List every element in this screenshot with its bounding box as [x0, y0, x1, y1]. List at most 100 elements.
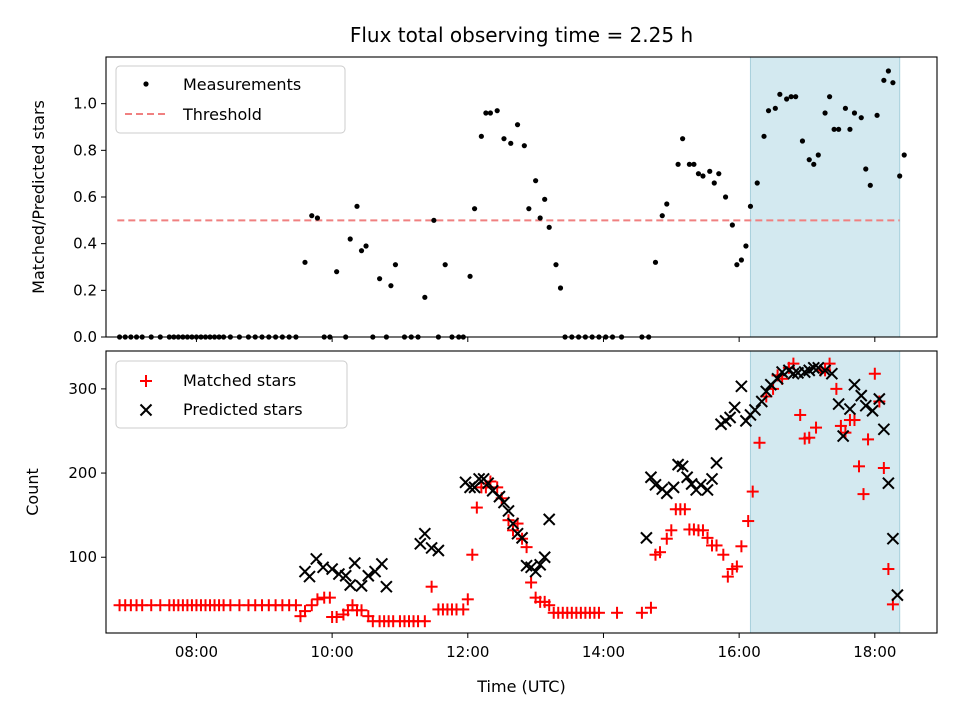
measurement-point — [793, 94, 799, 100]
x-tick-label: 14:00 — [582, 643, 625, 661]
predicted-star-point — [877, 423, 891, 436]
measurement-point — [695, 171, 702, 177]
predicted-star-point — [425, 541, 438, 555]
x-stroke — [807, 361, 820, 375]
x-stroke — [472, 472, 486, 486]
measurement-point — [494, 108, 500, 114]
measurement-point — [863, 166, 869, 172]
predicted-star-point — [497, 496, 511, 509]
measurement-point — [483, 110, 489, 116]
measurement-point — [675, 161, 681, 167]
measurement-point — [729, 222, 735, 228]
y-tick-label: 0.0 — [73, 328, 97, 346]
matched-star-point — [721, 570, 734, 583]
x-stroke — [812, 361, 825, 375]
y-tick-label: 200 — [68, 464, 97, 482]
measurement-point — [542, 196, 548, 202]
bottom-panel: 100 200 300 08:00 10:00 12:00 14:00 16:00 18:00… — [23, 350, 938, 696]
x-stroke — [497, 496, 511, 509]
measurement-point — [772, 105, 778, 111]
matched-star-point — [543, 599, 556, 612]
measurement-point — [309, 213, 315, 219]
matched-star-point — [678, 503, 691, 516]
measurement-point — [822, 110, 828, 116]
measurement-point — [788, 94, 794, 100]
top-panel: Flux total observing time = 2.25 h 0.00.… — [29, 23, 938, 346]
matched-star-point — [660, 532, 673, 545]
bottom-y-axis-label: Count — [23, 468, 42, 516]
x-stroke — [502, 504, 515, 518]
measurement-point — [885, 68, 891, 74]
matched-star-point — [803, 431, 816, 444]
x-stroke — [355, 579, 368, 593]
measurement-point — [514, 122, 521, 128]
predicted-star-point — [891, 588, 904, 602]
x-stroke — [748, 403, 762, 417]
y-tick-label: 300 — [68, 380, 97, 398]
y-tick-label: 1.0 — [73, 95, 97, 113]
measurement-point — [777, 91, 783, 97]
x-tick-label: 10:00 — [311, 643, 354, 661]
matched-star-point — [696, 524, 709, 537]
x-stroke — [533, 558, 547, 572]
predicted-star-point — [380, 580, 393, 593]
predicted-star-point — [640, 531, 653, 545]
legend-x — [139, 403, 153, 417]
predicted-star-point — [705, 472, 719, 486]
matched-star-point — [592, 606, 605, 619]
matched-star-point — [710, 539, 723, 552]
x-stroke — [886, 532, 900, 545]
top-x-ticks — [195, 337, 876, 342]
matched-star-point — [418, 615, 431, 628]
matched-star-point — [525, 576, 538, 589]
predicted-star-point — [843, 402, 857, 416]
top-y-ticks: 0.0 0.2 0.4 0.6 0.8 1.0 — [73, 95, 106, 346]
matched-star-point — [742, 515, 755, 528]
measurement-point — [826, 94, 833, 100]
measurement-point — [867, 182, 873, 188]
x-stroke — [728, 401, 741, 414]
matched-star-point — [857, 488, 870, 501]
x-stroke — [710, 456, 723, 470]
predicted-star-point — [529, 565, 542, 578]
y-tick-label: 0.8 — [73, 141, 97, 159]
predicted-star-point — [680, 471, 694, 484]
x-stroke — [891, 588, 904, 602]
predicted-star-point — [414, 537, 427, 550]
measurement-point — [847, 126, 853, 132]
measurement-point — [784, 96, 790, 102]
x-tick-label: 08:00 — [175, 643, 218, 661]
measurement-point — [815, 152, 821, 158]
x-stroke — [332, 567, 346, 581]
measurement-point — [467, 273, 473, 279]
predicted-star-point — [515, 531, 529, 545]
measurement-point — [836, 126, 842, 132]
legend-label-threshold: Threshold — [182, 105, 262, 124]
x-stroke — [676, 460, 689, 473]
measurement-point — [442, 262, 448, 268]
x-stroke — [418, 527, 432, 540]
x-stroke — [680, 471, 694, 484]
predicted-star-point — [538, 551, 551, 564]
matched-star-point — [730, 560, 743, 573]
predicted-star-point — [825, 367, 839, 380]
predicted-star-point — [506, 517, 520, 530]
predicted-star-point — [760, 385, 773, 398]
matched-star-point — [425, 580, 438, 593]
matched-star-point — [466, 548, 479, 561]
predicted-star-point — [886, 532, 900, 545]
predicted-star-point — [701, 483, 714, 497]
measurement-point — [521, 143, 527, 149]
matched-star-point — [868, 367, 881, 380]
x-stroke — [139, 403, 153, 417]
x-stroke — [667, 481, 680, 494]
predicted-star-point — [771, 372, 784, 385]
predicted-star-point — [694, 478, 707, 492]
matched-star-point — [830, 382, 843, 395]
predicted-star-point — [339, 569, 352, 582]
predicted-star-point — [748, 403, 762, 417]
measurement-point — [363, 243, 369, 249]
x-stroke — [303, 570, 316, 583]
measurement-point — [842, 105, 849, 111]
